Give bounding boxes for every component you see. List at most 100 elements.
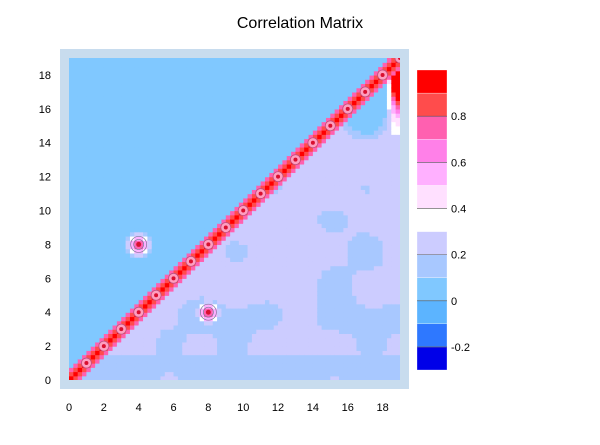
heatmap-cell (217, 371, 223, 377)
heatmap-cell (173, 172, 179, 178)
heatmap-cell (256, 70, 262, 76)
heatmap-cell (199, 117, 205, 123)
heatmap-cell (208, 172, 214, 178)
heatmap-cell (221, 189, 227, 195)
heatmap-cell (134, 219, 140, 224)
heatmap-cell (321, 303, 327, 309)
heatmap-cell (156, 235, 162, 241)
heatmap-cell (334, 100, 340, 106)
heatmap-cell (125, 214, 131, 220)
heatmap-cell (204, 295, 209, 301)
heatmap-cell (286, 235, 292, 241)
heatmap-cell (291, 337, 297, 343)
heatmap-cell (134, 70, 140, 76)
heatmap-cell (304, 307, 310, 313)
heatmap-cell (129, 320, 135, 326)
heatmap-cell (230, 257, 236, 262)
heatmap-cell (99, 121, 105, 127)
heatmap-cell (325, 210, 331, 216)
heatmap-cell (256, 329, 262, 334)
heatmap-cell (334, 371, 340, 377)
heatmap-cell (299, 66, 305, 72)
heatmap-cell (204, 248, 209, 254)
heatmap-cell (86, 252, 92, 258)
heatmap-cell (186, 130, 192, 135)
heatmap-cell (352, 214, 358, 220)
heatmap-cell (90, 227, 96, 233)
heatmap-cell (95, 214, 101, 220)
heatmap-cell (325, 66, 331, 72)
heatmap-cell (334, 375, 340, 380)
heatmap-cell (269, 371, 275, 377)
heatmap-cell (190, 202, 196, 207)
heatmap-cell (169, 185, 175, 190)
heatmap-cell (339, 295, 344, 301)
heatmap-cell (308, 159, 314, 165)
heatmap-cell (264, 83, 270, 89)
heatmap-cell (347, 235, 353, 241)
heatmap-cell (308, 125, 314, 131)
heatmap-cell (234, 159, 240, 165)
heatmap-cell (90, 341, 96, 347)
heatmap-cell (282, 193, 288, 199)
heatmap-cell (221, 134, 227, 140)
heatmap-cell (295, 189, 301, 195)
heatmap-cell (160, 62, 166, 68)
heatmap-cell (199, 350, 205, 356)
heatmap-cell (343, 151, 349, 157)
heatmap-cell (273, 96, 279, 101)
heatmap-cell (164, 227, 170, 233)
heatmap-cell (164, 375, 170, 380)
heatmap-cell (260, 320, 266, 326)
heatmap-cell (343, 269, 349, 275)
heatmap-cell (108, 261, 114, 267)
heatmap-cell (212, 367, 218, 373)
heatmap-cell (330, 363, 336, 368)
heatmap-cell (116, 74, 122, 80)
heatmap-cell (82, 138, 88, 144)
heatmap-cell (99, 185, 105, 190)
heatmap-cell (129, 346, 135, 351)
heatmap-cell (269, 108, 275, 114)
heatmap-cell (160, 324, 166, 330)
heatmap-cell (304, 269, 310, 275)
heatmap-cell (199, 257, 205, 262)
heatmap-cell (190, 189, 196, 195)
heatmap-cell (339, 350, 344, 356)
heatmap-cell (234, 333, 240, 339)
heatmap-cell (343, 337, 349, 343)
heatmap-cell (69, 324, 74, 330)
heatmap-cell (90, 104, 96, 110)
heatmap-cell (221, 320, 227, 326)
heatmap-cell (321, 134, 327, 140)
heatmap-cell (238, 214, 244, 220)
heatmap-cell (204, 235, 209, 241)
heatmap-cell (204, 138, 209, 144)
heatmap-cell (339, 257, 344, 262)
heatmap-cell (221, 100, 227, 106)
heatmap-cell (264, 185, 270, 190)
heatmap-cell (317, 91, 323, 97)
heatmap-cell (321, 219, 327, 224)
heatmap-cell (151, 248, 157, 254)
heatmap-cell (190, 265, 196, 271)
heatmap-cell (195, 138, 201, 144)
heatmap-cell (143, 257, 148, 262)
heatmap-cell (177, 87, 183, 93)
heatmap-cell (260, 214, 266, 220)
heatmap-cell (177, 240, 183, 246)
heatmap-cell (304, 363, 310, 368)
heatmap-cell (95, 58, 101, 63)
heatmap-cell (295, 354, 301, 360)
heatmap-cell (343, 87, 349, 93)
heatmap-cell (199, 83, 205, 89)
heatmap-cell (186, 176, 192, 182)
heatmap-cell (225, 312, 231, 318)
heatmap-cell (347, 151, 353, 157)
heatmap-cell (160, 202, 166, 207)
heatmap-cell (339, 231, 344, 237)
heatmap-cell (221, 350, 227, 356)
heatmap-cell (69, 274, 74, 279)
heatmap-cell (129, 117, 135, 123)
heatmap-cell (352, 206, 358, 212)
